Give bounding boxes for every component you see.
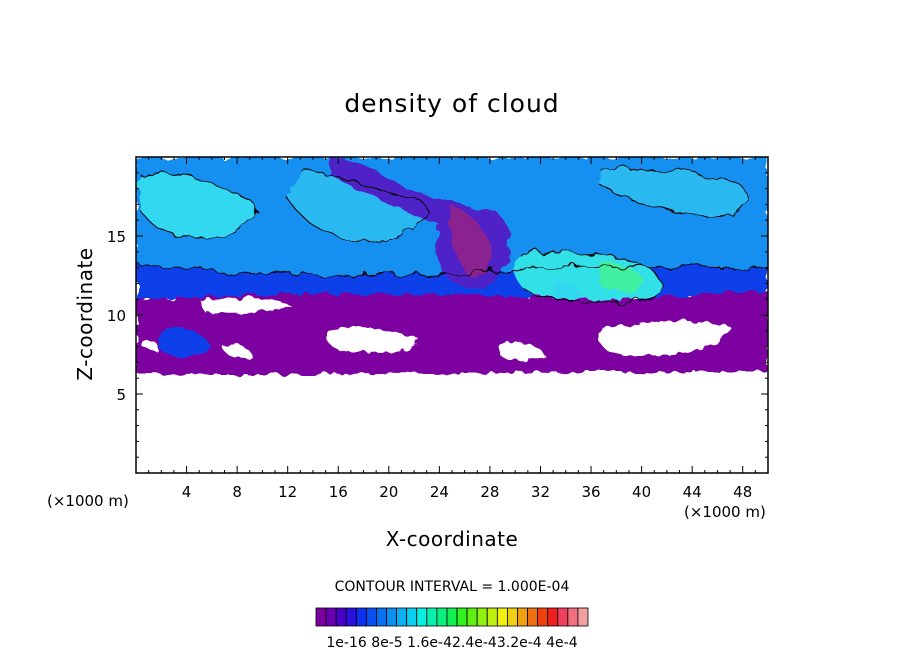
x-tick-label: 32 (531, 483, 550, 501)
colorbar-swatch (527, 607, 539, 627)
colorbar-swatch (396, 607, 408, 627)
x-tick-label: 20 (379, 483, 398, 501)
colorbar-swatch (466, 607, 478, 627)
y-axis-label: Z-coordinate (73, 247, 97, 380)
y-tick-label: 15 (107, 228, 126, 246)
x-tick-label: 48 (733, 483, 752, 501)
colorbar-swatch (386, 607, 397, 627)
colorbar (315, 607, 589, 627)
colorbar-swatch (376, 607, 387, 627)
colorbar-swatch (567, 607, 579, 627)
y-axis-ticks: 5 10 15 (107, 172, 768, 458)
colorbar-swatch (355, 607, 367, 627)
colorbar-swatch (557, 607, 569, 627)
colorbar-swatch (517, 607, 528, 627)
x-axis-ticks: 4 8 12 16 20 24 28 32 36 40 44 48 (148, 157, 756, 501)
colorbar-tick-labels: 1e-16 8e-5 1.6e-42.4e-43.2e-4 4e-4 (326, 635, 577, 651)
colorbar-swatch (507, 607, 518, 627)
colorbar-swatch (426, 607, 438, 627)
colorbar-swatch (577, 607, 589, 627)
colorbar-swatch (537, 607, 549, 627)
x-tick-label: 16 (329, 483, 348, 501)
colorbar-swatch (456, 607, 468, 627)
colorbar-swatch (325, 607, 337, 627)
y-tick-label: 10 (107, 307, 126, 325)
colorbar-swatch (446, 607, 458, 627)
colorbar-swatch (315, 607, 327, 627)
y-tick-label: 5 (116, 386, 126, 404)
colorbar-swatch (416, 607, 428, 627)
chart-title: density of cloud (344, 89, 559, 118)
colorbar-swatch (476, 607, 488, 627)
colorbar-swatch (365, 607, 377, 627)
x-unit-label: (×1000 m) (684, 503, 766, 521)
colorbar-swatch (345, 607, 357, 627)
x-tick-label: 36 (581, 483, 600, 501)
colorbar-swatch (547, 607, 559, 627)
x-tick-label: 12 (278, 483, 297, 501)
colorbar-swatch (496, 607, 508, 627)
x-tick-label: 4 (182, 483, 192, 501)
z-unit-label: (×1000 m) (47, 492, 129, 510)
x-tick-label: 24 (430, 483, 449, 501)
colorbar-swatch (335, 607, 347, 627)
density-field (136, 157, 768, 473)
colorbar-swatch (406, 607, 418, 627)
x-tick-label: 28 (480, 483, 499, 501)
x-tick-label: 40 (632, 483, 651, 501)
x-axis-label: X-coordinate (386, 527, 519, 551)
contour-interval-label: CONTOUR INTERVAL = 1.000E-04 (335, 579, 570, 595)
x-tick-label: 8 (232, 483, 242, 501)
colorbar-swatch (436, 607, 448, 627)
x-tick-label: 44 (683, 483, 702, 501)
colorbar-swatch (486, 607, 498, 627)
